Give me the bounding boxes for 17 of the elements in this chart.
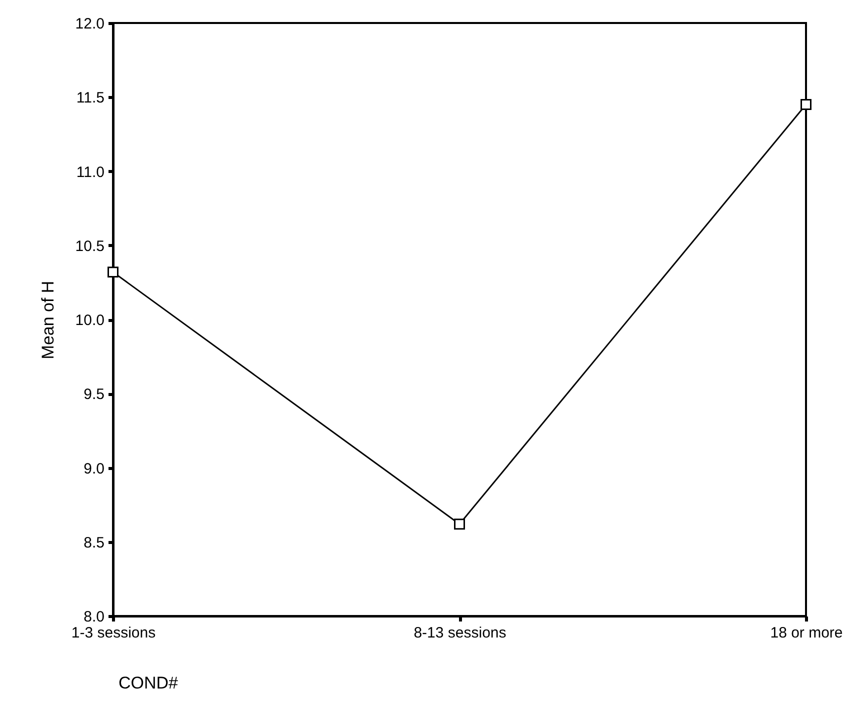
point [108,266,118,278]
y-tick-label: 8.5 [84,534,104,552]
y-tick-label: 11.5 [76,90,104,107]
y-tick-label: 12.0 [75,16,104,32]
x-axis-title: COND# [118,674,179,692]
y-tick-label: 8.0 [84,608,104,626]
x-tick-label: 18 or more [770,624,843,642]
y-axis-title: Mean of H [38,280,58,360]
y-tick-label: 11.0 [76,164,104,181]
x-tick-label: 1-3 sessions [71,624,156,642]
x-tick-label: 8-13 sessions [414,624,506,642]
y-tick-label: 9.0 [84,460,104,478]
point [454,518,465,530]
y-tick-label: 10.5 [75,238,104,255]
y-tick-label: 10.0 [75,312,104,329]
point [800,99,812,110]
y-tick-label: 9.5 [84,386,104,404]
